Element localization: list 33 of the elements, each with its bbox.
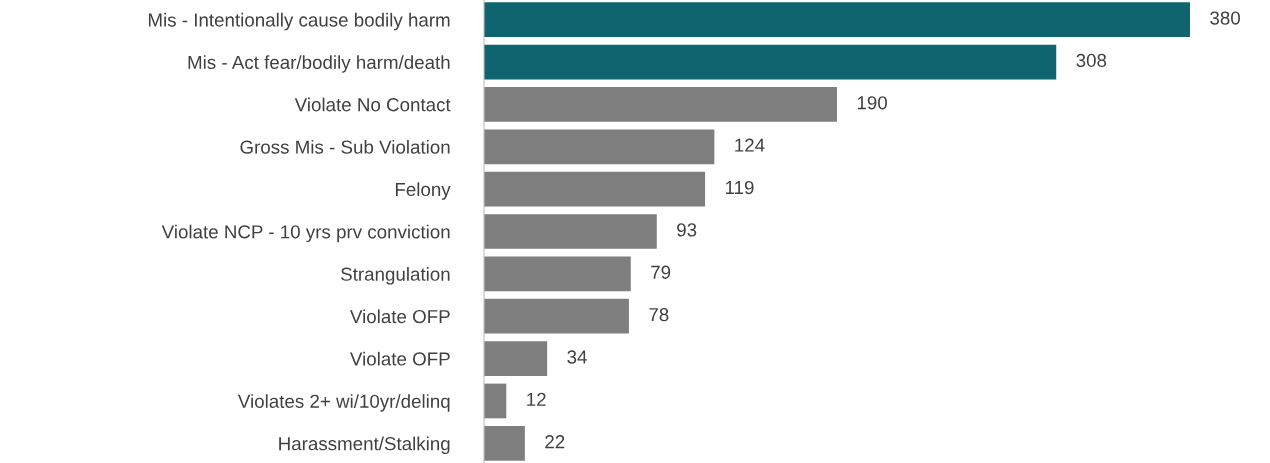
bar — [484, 171, 706, 207]
bar — [484, 2, 1190, 38]
bar — [484, 129, 715, 165]
data-label: 79 — [651, 265, 671, 279]
data-label: 308 — [1076, 53, 1107, 68]
bar — [484, 44, 1057, 80]
data-label: 34 — [567, 350, 587, 364]
y-tick-label: Violate NCP - 10 yrs prv conviction — [161, 224, 450, 243]
y-tick-label: Violates 2+ wi/10yr/delinq — [237, 394, 450, 412]
data-label: 119 — [725, 180, 754, 195]
bar — [484, 214, 657, 249]
y-tick-label: Violate No Contact — [294, 97, 451, 112]
y-tick-label: Violate OFP — [350, 309, 450, 324]
y-tick-label: Violate OFP — [350, 351, 450, 366]
bar — [484, 383, 507, 419]
bar — [484, 425, 525, 461]
data-label: 22 — [545, 435, 565, 449]
data-label: 78 — [649, 307, 669, 322]
y-tick-label: Gross Mis - Sub Violation — [240, 139, 450, 154]
bar — [484, 298, 629, 334]
y-tick-label: Mis - Act fear/bodily harm/death — [188, 55, 450, 73]
data-label: 380 — [1210, 11, 1240, 25]
data-label: 93 — [677, 223, 697, 237]
bar — [484, 87, 837, 122]
data-label: 12 — [527, 392, 546, 406]
y-tick-label: Harassment/Stalking — [279, 436, 450, 455]
data-label: 190 — [857, 96, 887, 110]
y-tick-label: Strangulation — [341, 267, 450, 285]
y-tick-label: Felony — [395, 182, 451, 200]
data-label: 124 — [735, 138, 765, 152]
bar — [484, 256, 631, 292]
y-tick-label: Mis - Intentionally cause bodily harm — [148, 12, 450, 31]
bar — [484, 341, 548, 376]
